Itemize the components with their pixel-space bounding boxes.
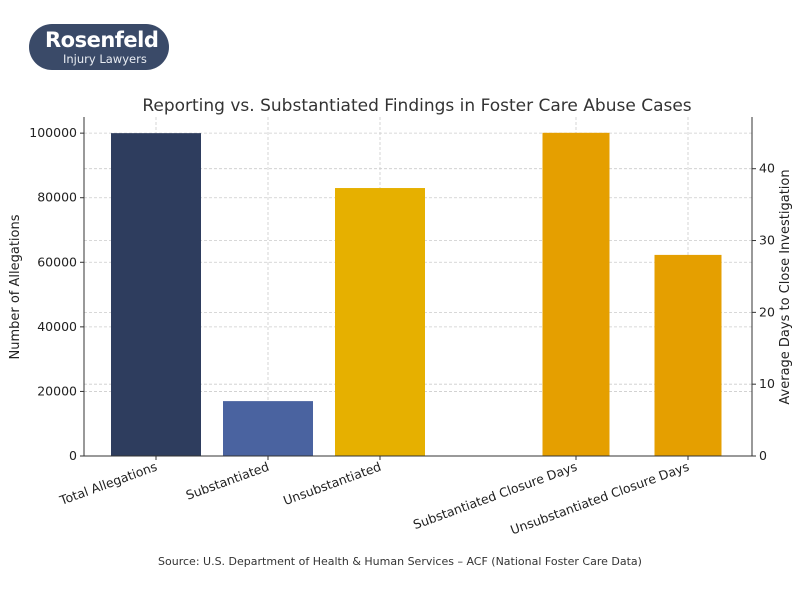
- bar-substantiated: [223, 401, 313, 456]
- y-tick-label: 20000: [37, 383, 77, 398]
- x-tick-label: Total Allegations: [57, 459, 159, 508]
- y-right-tick-label: 40: [759, 161, 775, 176]
- y-right-tick-label: 10: [759, 376, 775, 391]
- bar-unsubstantiated-closure-days: [654, 254, 722, 456]
- logo-name: Rosenfeld: [45, 28, 159, 52]
- bar-total-allegations: [111, 133, 201, 456]
- x-tick-label: Substantiated: [184, 459, 271, 503]
- y-right-tick-label: 0: [759, 448, 767, 463]
- bar-unsubstantiated: [335, 188, 425, 456]
- logo: Rosenfeld Injury Lawyers: [29, 24, 169, 70]
- bar-substantiated-closure-days: [542, 132, 610, 456]
- x-tick-label: Unsubstantiated Closure Days: [508, 459, 691, 538]
- y-tick-label: 100000: [29, 125, 77, 140]
- y-tick-label: 80000: [37, 190, 77, 205]
- y-axis-label: Number of Allegations: [8, 214, 23, 359]
- y-axis-right-label: Average Days to Close Investigation: [778, 169, 793, 404]
- y-tick-label: 40000: [37, 319, 77, 334]
- y-tick-label: 60000: [37, 254, 77, 269]
- source-note: Source: U.S. Department of Health & Huma…: [158, 555, 642, 568]
- x-tick-label: Unsubstantiated: [281, 459, 383, 508]
- logo-tagline: Injury Lawyers: [63, 52, 147, 66]
- y-right-tick-label: 20: [759, 304, 775, 319]
- y-tick-label: 0: [69, 448, 77, 463]
- chart-title: Reporting vs. Substantiated Findings in …: [142, 96, 691, 116]
- y-right-tick-label: 30: [759, 233, 775, 248]
